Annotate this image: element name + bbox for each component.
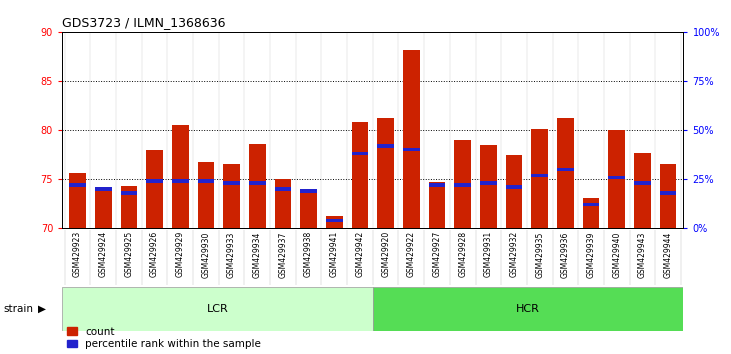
Bar xyxy=(69,173,86,228)
Text: GSM429923: GSM429923 xyxy=(73,231,82,278)
Text: GSM429935: GSM429935 xyxy=(535,231,544,278)
Bar xyxy=(557,118,574,228)
Text: GSM429938: GSM429938 xyxy=(304,231,313,278)
Text: GSM429931: GSM429931 xyxy=(484,231,493,278)
Text: GSM429932: GSM429932 xyxy=(510,231,518,278)
Bar xyxy=(326,219,343,222)
Bar xyxy=(660,165,676,228)
Bar xyxy=(480,145,496,228)
Bar xyxy=(197,161,214,228)
Bar xyxy=(506,185,523,189)
Text: GSM429927: GSM429927 xyxy=(433,231,442,278)
Bar xyxy=(455,140,471,228)
Legend: count, percentile rank within the sample: count, percentile rank within the sample xyxy=(67,327,261,349)
Text: GSM429920: GSM429920 xyxy=(381,231,390,278)
Bar xyxy=(146,179,163,183)
Bar xyxy=(62,287,373,331)
Bar xyxy=(455,183,471,187)
Bar xyxy=(352,122,368,228)
Text: GSM429943: GSM429943 xyxy=(638,231,647,278)
Text: GSM429937: GSM429937 xyxy=(279,231,287,278)
Bar xyxy=(172,179,189,183)
Bar xyxy=(583,203,599,206)
Bar xyxy=(121,191,137,195)
Text: GSM429929: GSM429929 xyxy=(175,231,185,278)
Bar xyxy=(608,176,625,179)
Text: GSM429924: GSM429924 xyxy=(99,231,107,278)
Text: GSM429922: GSM429922 xyxy=(407,231,416,277)
Text: GSM429941: GSM429941 xyxy=(330,231,338,278)
Bar xyxy=(275,179,291,228)
Bar xyxy=(531,173,548,177)
Bar xyxy=(300,189,317,193)
Bar xyxy=(608,130,625,228)
Bar xyxy=(249,181,265,185)
Bar xyxy=(506,155,523,228)
Bar xyxy=(300,189,317,228)
Text: GSM429933: GSM429933 xyxy=(227,231,236,278)
Bar xyxy=(172,125,189,228)
Bar xyxy=(557,168,574,171)
Bar xyxy=(146,150,163,228)
Bar xyxy=(377,144,394,148)
Text: HCR: HCR xyxy=(516,304,540,314)
Text: GSM429925: GSM429925 xyxy=(124,231,133,278)
Bar xyxy=(121,186,137,228)
Bar xyxy=(373,287,683,331)
Text: LCR: LCR xyxy=(207,304,228,314)
Text: GSM429936: GSM429936 xyxy=(561,231,570,278)
Text: GDS3723 / ILMN_1368636: GDS3723 / ILMN_1368636 xyxy=(62,16,226,29)
Text: ▶: ▶ xyxy=(38,304,46,314)
Text: GSM429944: GSM429944 xyxy=(664,231,673,278)
Text: GSM429930: GSM429930 xyxy=(202,231,211,278)
Bar xyxy=(275,187,291,191)
Bar xyxy=(352,152,368,155)
Text: GSM429942: GSM429942 xyxy=(355,231,365,278)
Bar xyxy=(428,182,445,228)
Bar xyxy=(634,181,651,185)
Text: GSM429934: GSM429934 xyxy=(253,231,262,278)
Bar xyxy=(223,181,240,185)
Bar xyxy=(377,118,394,228)
Bar xyxy=(95,187,112,191)
Bar xyxy=(326,216,343,228)
Bar xyxy=(583,198,599,228)
Bar xyxy=(403,50,420,228)
Bar xyxy=(480,181,496,185)
Text: strain: strain xyxy=(4,304,34,314)
Text: GSM429926: GSM429926 xyxy=(150,231,159,278)
Bar xyxy=(69,183,86,187)
Bar xyxy=(634,153,651,228)
Text: GSM429940: GSM429940 xyxy=(613,231,621,278)
Bar xyxy=(403,148,420,152)
Text: GSM429928: GSM429928 xyxy=(458,231,467,277)
Bar xyxy=(249,144,265,228)
Bar xyxy=(223,165,240,228)
Bar xyxy=(660,191,676,195)
Bar xyxy=(428,183,445,187)
Bar xyxy=(531,129,548,228)
Bar xyxy=(197,179,214,183)
Text: GSM429939: GSM429939 xyxy=(586,231,596,278)
Bar xyxy=(95,187,112,228)
